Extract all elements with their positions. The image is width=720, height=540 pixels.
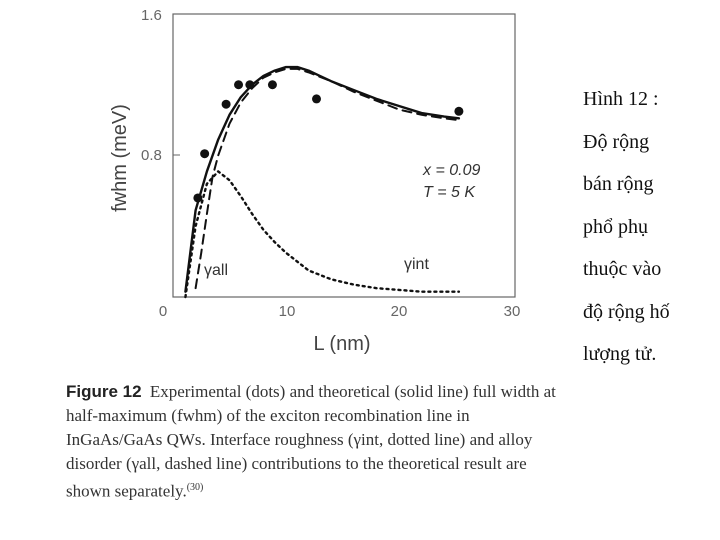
series-layer (184, 65, 464, 299)
data-point (267, 80, 277, 90)
side-note-line: độ rộng hố (583, 300, 670, 323)
plot-annotations: x = 0.09 T = 5 K γall γint (204, 162, 480, 279)
side-note: Hình 12 : Độ rộng bán rộng phổ phụ thuộc… (583, 78, 713, 376)
x-tick-label: 30 (504, 303, 521, 320)
data-point (200, 149, 210, 159)
x-tick-label: 10 (279, 303, 296, 320)
figure-caption: Figure 12 Experimental (dots) and theore… (66, 380, 566, 504)
annotation-composition: x = 0.09 (422, 162, 480, 179)
x-axis-title: L (nm) (313, 333, 370, 355)
x-tick-label: 0 (159, 303, 167, 320)
y-tick-label: 1.6 (141, 7, 162, 24)
label-gamma-all: γall (204, 262, 228, 279)
x-axis: 0 10 20 30 L (nm) (159, 303, 521, 355)
side-note-line: lượng tử. (583, 343, 657, 365)
side-note-line: thuộc vào (583, 258, 662, 280)
fwhm-chart: 0.8 1.6 fwhm (meV) 0 10 20 30 L (nm) x =… (109, 7, 521, 355)
y-axis: 0.8 1.6 fwhm (meV) (109, 7, 180, 212)
alloy-disorder-dashed-line (194, 67, 460, 290)
y-axis-title: fwhm (meV) (109, 104, 131, 212)
y-tick-label: 0.8 (141, 147, 162, 164)
interface-roughness-dotted-line (184, 170, 461, 299)
annotation-temperature: T = 5 K (423, 184, 476, 201)
side-note-line: bán rộng (583, 173, 654, 195)
x-tick-label: 20 (391, 303, 408, 320)
side-note-line: Hình 12 : (583, 88, 659, 110)
side-note-line: phổ phụ (583, 215, 648, 238)
side-note-line: Độ rộng (583, 130, 650, 153)
theory-solid-line (184, 65, 461, 293)
figure-label: Figure 12 (66, 382, 142, 401)
data-point (454, 106, 464, 116)
data-point (312, 94, 322, 104)
caption-text: Experimental (dots) and theoretical (sol… (66, 382, 556, 501)
plot-frame (172, 13, 516, 298)
caption-reference: (30) (186, 482, 204, 493)
data-point (221, 99, 231, 109)
label-gamma-int: γint (404, 256, 429, 273)
data-point (234, 80, 244, 90)
